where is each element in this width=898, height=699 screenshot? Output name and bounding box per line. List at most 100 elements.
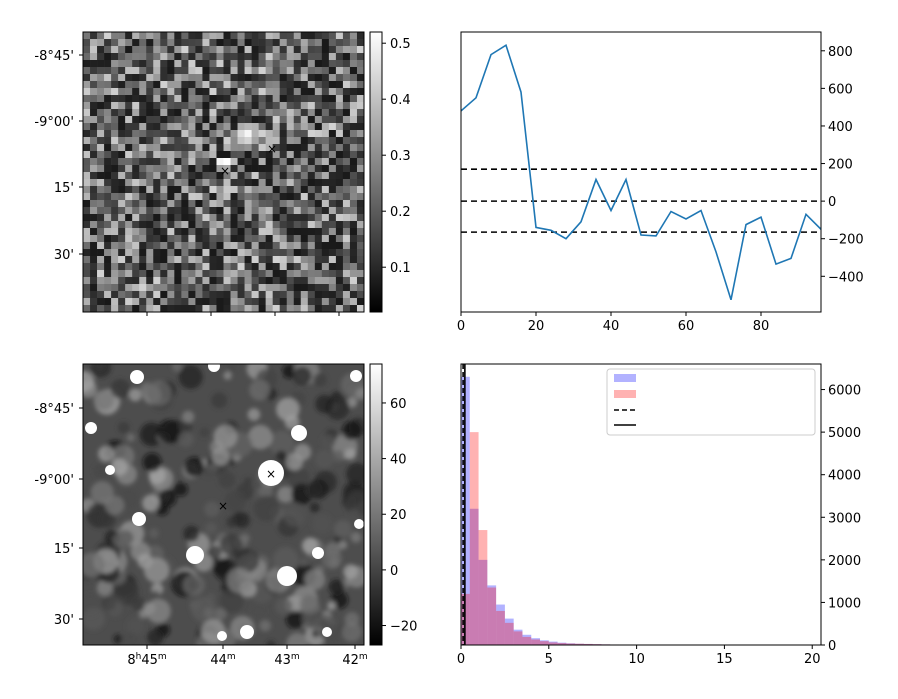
filter-pixel bbox=[321, 123, 330, 131]
filter-dec-label: 15' bbox=[54, 181, 74, 196]
gleam-noise-blob bbox=[104, 495, 125, 516]
filter-pixel bbox=[237, 116, 245, 124]
gleam-noise-blob bbox=[182, 410, 195, 423]
filter-pixel bbox=[279, 60, 288, 68]
gleam-noise-blob bbox=[347, 397, 358, 408]
filter-pixel bbox=[188, 123, 196, 131]
gleam-noise-blob bbox=[113, 634, 123, 644]
filter-pixel bbox=[356, 81, 365, 89]
filter-pixel bbox=[125, 277, 133, 285]
lightcurve-xtick-label: 60 bbox=[678, 319, 695, 334]
filter-pixel bbox=[202, 277, 210, 285]
filter-pixel bbox=[216, 102, 224, 110]
filter-pixel bbox=[83, 263, 91, 271]
filter-pixel bbox=[293, 186, 302, 194]
filter-pixel bbox=[293, 95, 302, 103]
filter-pixel bbox=[160, 46, 168, 54]
filter-pixel bbox=[258, 137, 266, 145]
filter-pixel bbox=[258, 214, 266, 222]
filter-pixel bbox=[223, 242, 231, 250]
filter-pixel bbox=[272, 53, 281, 61]
filter-pixel bbox=[195, 74, 203, 82]
filter-pixel bbox=[300, 81, 309, 89]
filter-pixel bbox=[223, 116, 231, 124]
filter-pixel bbox=[174, 53, 182, 61]
filter-pixel bbox=[244, 39, 252, 47]
filter-pixel bbox=[111, 60, 119, 68]
filter-pixel bbox=[202, 67, 210, 75]
filter-pixel bbox=[83, 214, 91, 222]
filter-pixel bbox=[104, 207, 112, 215]
filter-pixel bbox=[293, 305, 302, 313]
filter-pixel bbox=[244, 284, 252, 292]
filter-pixel bbox=[300, 165, 309, 173]
filter-pixel bbox=[202, 74, 210, 82]
filter-pixel bbox=[118, 207, 126, 215]
filter-pixel bbox=[181, 242, 189, 250]
filter-pixel bbox=[356, 249, 365, 257]
histogram-xticks: 0 5 10 15 20 bbox=[457, 645, 820, 667]
filter-pixel bbox=[314, 60, 323, 68]
filter-pixel bbox=[286, 102, 295, 110]
filter-pixel bbox=[321, 109, 330, 117]
gleam-noise-blob bbox=[240, 533, 250, 543]
filter-pixel bbox=[132, 172, 140, 180]
filter-pixel bbox=[265, 74, 273, 82]
filter-pixel bbox=[328, 60, 337, 68]
filter-pixel bbox=[111, 151, 119, 159]
filter-pixel bbox=[342, 186, 351, 194]
filter-pixel bbox=[300, 158, 309, 166]
filter-pixel bbox=[321, 179, 330, 187]
histogram-bar bbox=[575, 643, 584, 645]
filter-pixel bbox=[342, 60, 351, 68]
filter-colorbar-tick-label: 0.3 bbox=[390, 149, 411, 164]
filter-pixel bbox=[335, 130, 344, 138]
filter-pixel bbox=[160, 284, 168, 292]
filter-pixel bbox=[244, 81, 252, 89]
filter-pixel bbox=[321, 235, 330, 243]
filter-pixel bbox=[293, 109, 302, 117]
filter-pixel bbox=[195, 186, 203, 194]
filter-pixel bbox=[349, 60, 358, 68]
filter-pixel bbox=[167, 228, 175, 236]
filter-pixel bbox=[314, 214, 323, 222]
filter-pixel bbox=[342, 81, 351, 89]
filter-pixel bbox=[153, 221, 161, 229]
filter-pixel bbox=[258, 67, 266, 75]
filter-pixel bbox=[314, 207, 323, 215]
filter-pixel bbox=[195, 270, 203, 278]
filter-pixel bbox=[300, 32, 309, 40]
histogram-xtick-label: 5 bbox=[545, 652, 553, 667]
filter-pixel bbox=[244, 32, 252, 40]
filter-pixel bbox=[188, 39, 196, 47]
filter-pixel bbox=[111, 221, 119, 229]
filter-pixel bbox=[195, 32, 203, 40]
filter-pixel bbox=[132, 95, 140, 103]
filter-pixel bbox=[293, 158, 302, 166]
gleam-noise-blob bbox=[344, 448, 357, 460]
filter-pixel bbox=[307, 32, 316, 40]
filter-pixel bbox=[118, 256, 126, 264]
filter-pixel bbox=[160, 81, 168, 89]
filter-pixel bbox=[181, 235, 189, 243]
filter-pixel bbox=[321, 221, 330, 229]
filter-pixel bbox=[349, 249, 358, 257]
filter-pixel bbox=[118, 137, 126, 145]
filter-pixel bbox=[300, 270, 309, 278]
filter-pixel bbox=[279, 53, 288, 61]
filter-pixel bbox=[153, 291, 161, 299]
filter-pixel bbox=[237, 179, 245, 187]
filter-pixel bbox=[209, 67, 217, 75]
filter-pixel bbox=[202, 116, 210, 124]
filter-pixel bbox=[111, 298, 119, 306]
filter-pixel bbox=[209, 249, 217, 257]
filter-pixel bbox=[230, 95, 238, 103]
filter-pixel bbox=[188, 109, 196, 117]
filter-pixel bbox=[349, 137, 358, 145]
filter-pixel bbox=[188, 242, 196, 250]
filter-pixel bbox=[160, 88, 168, 96]
filter-pixel bbox=[202, 263, 210, 271]
filter-pixel bbox=[244, 221, 252, 229]
filter-pixel bbox=[97, 81, 105, 89]
filter-pixel bbox=[251, 214, 259, 222]
